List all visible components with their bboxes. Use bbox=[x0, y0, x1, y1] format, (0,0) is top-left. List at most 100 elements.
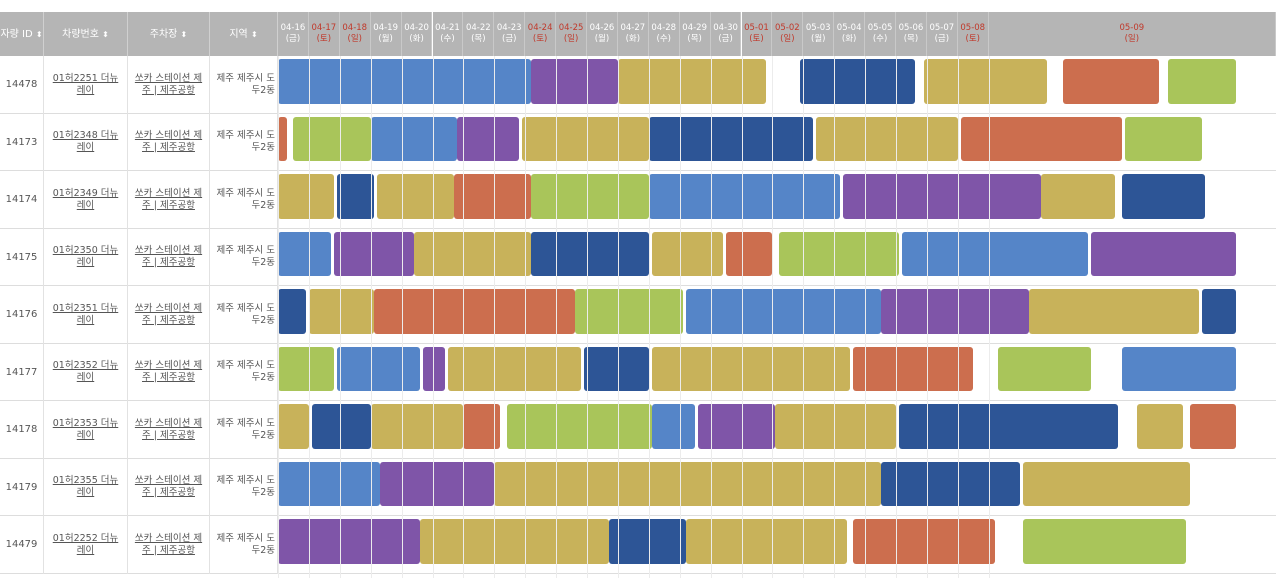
date-header[interactable]: 05-09 (일) bbox=[988, 12, 1276, 56]
date-header[interactable]: 04-22 (목) bbox=[463, 12, 495, 56]
reservation-bar[interactable] bbox=[278, 519, 421, 564]
date-header[interactable]: 04-25 (일) bbox=[556, 12, 587, 56]
reservation-bar[interactable] bbox=[1189, 404, 1236, 449]
reservation-bar[interactable] bbox=[336, 346, 421, 391]
reservation-bar[interactable] bbox=[899, 404, 1119, 449]
date-header[interactable]: 05-07 (금) bbox=[926, 12, 958, 56]
date-header[interactable]: 05-05 (수) bbox=[865, 12, 896, 56]
reservation-bar[interactable] bbox=[651, 404, 696, 449]
reservation-bar[interactable] bbox=[1124, 116, 1202, 161]
reservation-bar[interactable] bbox=[651, 346, 850, 391]
reservation-bar[interactable] bbox=[1041, 174, 1116, 219]
date-header[interactable]: 04-21 (수) bbox=[432, 12, 464, 56]
car-number-link[interactable]: 01허2351 더뉴레이 bbox=[44, 286, 128, 344]
reservation-bar[interactable] bbox=[852, 346, 974, 391]
reservation-bar[interactable] bbox=[1167, 59, 1236, 104]
reservation-bar[interactable] bbox=[880, 461, 1020, 506]
parking-link[interactable]: 쏘카 스테이션 제주 | 제주공항 bbox=[128, 286, 210, 344]
reservation-bar[interactable] bbox=[902, 231, 1088, 276]
reservation-bar[interactable] bbox=[278, 59, 532, 104]
header-parking[interactable]: 주차장 ⬍ bbox=[128, 12, 210, 56]
parking-link[interactable]: 쏘카 스테이션 제주 | 제주공항 bbox=[128, 171, 210, 229]
reservation-bar[interactable] bbox=[506, 404, 652, 449]
date-header[interactable]: 04-24 (토) bbox=[525, 12, 557, 56]
reservation-bar[interactable] bbox=[1022, 461, 1190, 506]
reservation-bar[interactable] bbox=[960, 116, 1122, 161]
date-header[interactable]: 05-06 (목) bbox=[896, 12, 927, 56]
reservation-bar[interactable] bbox=[413, 231, 532, 276]
reservation-bar[interactable] bbox=[574, 289, 683, 334]
reservation-bar[interactable] bbox=[1090, 231, 1236, 276]
reservation-bar[interactable] bbox=[370, 404, 464, 449]
reservation-bar[interactable] bbox=[457, 116, 520, 161]
reservation-bar[interactable] bbox=[293, 116, 371, 161]
reservation-bar[interactable] bbox=[1022, 519, 1187, 564]
reservation-bar[interactable] bbox=[685, 519, 847, 564]
parking-link[interactable]: 쏘카 스테이션 제주 | 제주공항 bbox=[128, 516, 210, 574]
date-header[interactable]: 05-03 (월) bbox=[803, 12, 835, 56]
reservation-bar[interactable] bbox=[651, 231, 723, 276]
reservation-bar[interactable] bbox=[376, 174, 455, 219]
reservation-bar[interactable] bbox=[1121, 346, 1236, 391]
car-number-link[interactable]: 01허2348 더뉴레이 bbox=[44, 113, 128, 171]
reservation-bar[interactable] bbox=[997, 346, 1091, 391]
date-header[interactable]: 05-04 (화) bbox=[834, 12, 866, 56]
reservation-bar[interactable] bbox=[373, 289, 575, 334]
car-number-link[interactable]: 01허2350 더뉴레이 bbox=[44, 228, 128, 286]
date-header[interactable]: 05-08 (토) bbox=[957, 12, 989, 56]
reservation-bar[interactable] bbox=[278, 116, 288, 161]
reservation-bar[interactable] bbox=[311, 404, 371, 449]
date-header[interactable]: 04-29 (목) bbox=[679, 12, 711, 56]
reservation-bar[interactable] bbox=[648, 174, 841, 219]
reservation-bar[interactable] bbox=[423, 346, 445, 391]
reservation-bar[interactable] bbox=[370, 116, 458, 161]
reservation-bar[interactable] bbox=[463, 404, 501, 449]
reservation-bar[interactable] bbox=[880, 289, 1029, 334]
reservation-bar[interactable] bbox=[278, 404, 309, 449]
date-header[interactable]: 04-28 (수) bbox=[648, 12, 680, 56]
header-car-no[interactable]: 차량번호 ⬍ bbox=[44, 12, 128, 56]
reservation-bar[interactable] bbox=[308, 289, 374, 334]
car-number-link[interactable]: 01허2252 더뉴레이 bbox=[44, 516, 128, 574]
reservation-bar[interactable] bbox=[278, 346, 334, 391]
reservation-bar[interactable] bbox=[778, 231, 900, 276]
reservation-bar[interactable] bbox=[1062, 59, 1159, 104]
reservation-bar[interactable] bbox=[336, 174, 374, 219]
reservation-bar[interactable] bbox=[775, 404, 896, 449]
reservation-bar[interactable] bbox=[278, 461, 380, 506]
reservation-bar[interactable] bbox=[379, 461, 495, 506]
date-header[interactable]: 04-16 (금) bbox=[278, 12, 309, 56]
car-number-link[interactable]: 01허2349 더뉴레이 bbox=[44, 171, 128, 229]
reservation-bar[interactable] bbox=[726, 231, 773, 276]
car-number-link[interactable]: 01허2352 더뉴레이 bbox=[44, 343, 128, 401]
reservation-bar[interactable] bbox=[278, 289, 306, 334]
reservation-bar[interactable] bbox=[531, 59, 618, 104]
reservation-bar[interactable] bbox=[685, 289, 881, 334]
parking-link[interactable]: 쏘카 스테이션 제주 | 제주공항 bbox=[128, 343, 210, 401]
reservation-bar[interactable] bbox=[454, 174, 532, 219]
reservation-bar[interactable] bbox=[1137, 404, 1184, 449]
reservation-bar[interactable] bbox=[278, 231, 331, 276]
reservation-bar[interactable] bbox=[608, 519, 686, 564]
reservation-bar[interactable] bbox=[1028, 289, 1199, 334]
parking-link[interactable]: 쏘카 스테이션 제주 | 제주공항 bbox=[128, 228, 210, 286]
reservation-bar[interactable] bbox=[815, 116, 958, 161]
reservation-bar[interactable] bbox=[852, 519, 995, 564]
parking-link[interactable]: 쏘카 스테이션 제주 | 제주공항 bbox=[128, 458, 210, 516]
date-header[interactable]: 04-18 (일) bbox=[339, 12, 371, 56]
parking-link[interactable]: 쏘카 스테이션 제주 | 제주공항 bbox=[128, 401, 210, 459]
date-header[interactable]: 04-23 (금) bbox=[494, 12, 526, 56]
reservation-bar[interactable] bbox=[420, 519, 609, 564]
reservation-bar[interactable] bbox=[800, 59, 915, 104]
date-header[interactable]: 05-02 (일) bbox=[772, 12, 804, 56]
parking-link[interactable]: 쏘카 스테이션 제주 | 제주공항 bbox=[128, 56, 210, 114]
reservation-bar[interactable] bbox=[648, 116, 813, 161]
date-header[interactable]: 04-30 (금) bbox=[710, 12, 742, 56]
reservation-bar[interactable] bbox=[531, 231, 649, 276]
reservation-bar[interactable] bbox=[923, 59, 1048, 104]
date-header[interactable]: 04-19 (월) bbox=[370, 12, 402, 56]
reservation-bar[interactable] bbox=[1201, 289, 1236, 334]
header-car-id[interactable]: 자량 ID ⬍ bbox=[0, 12, 44, 56]
parking-link[interactable]: 쏘카 스테이션 제주 | 제주공항 bbox=[128, 113, 210, 171]
car-number-link[interactable]: 01허2355 더뉴레이 bbox=[44, 458, 128, 516]
